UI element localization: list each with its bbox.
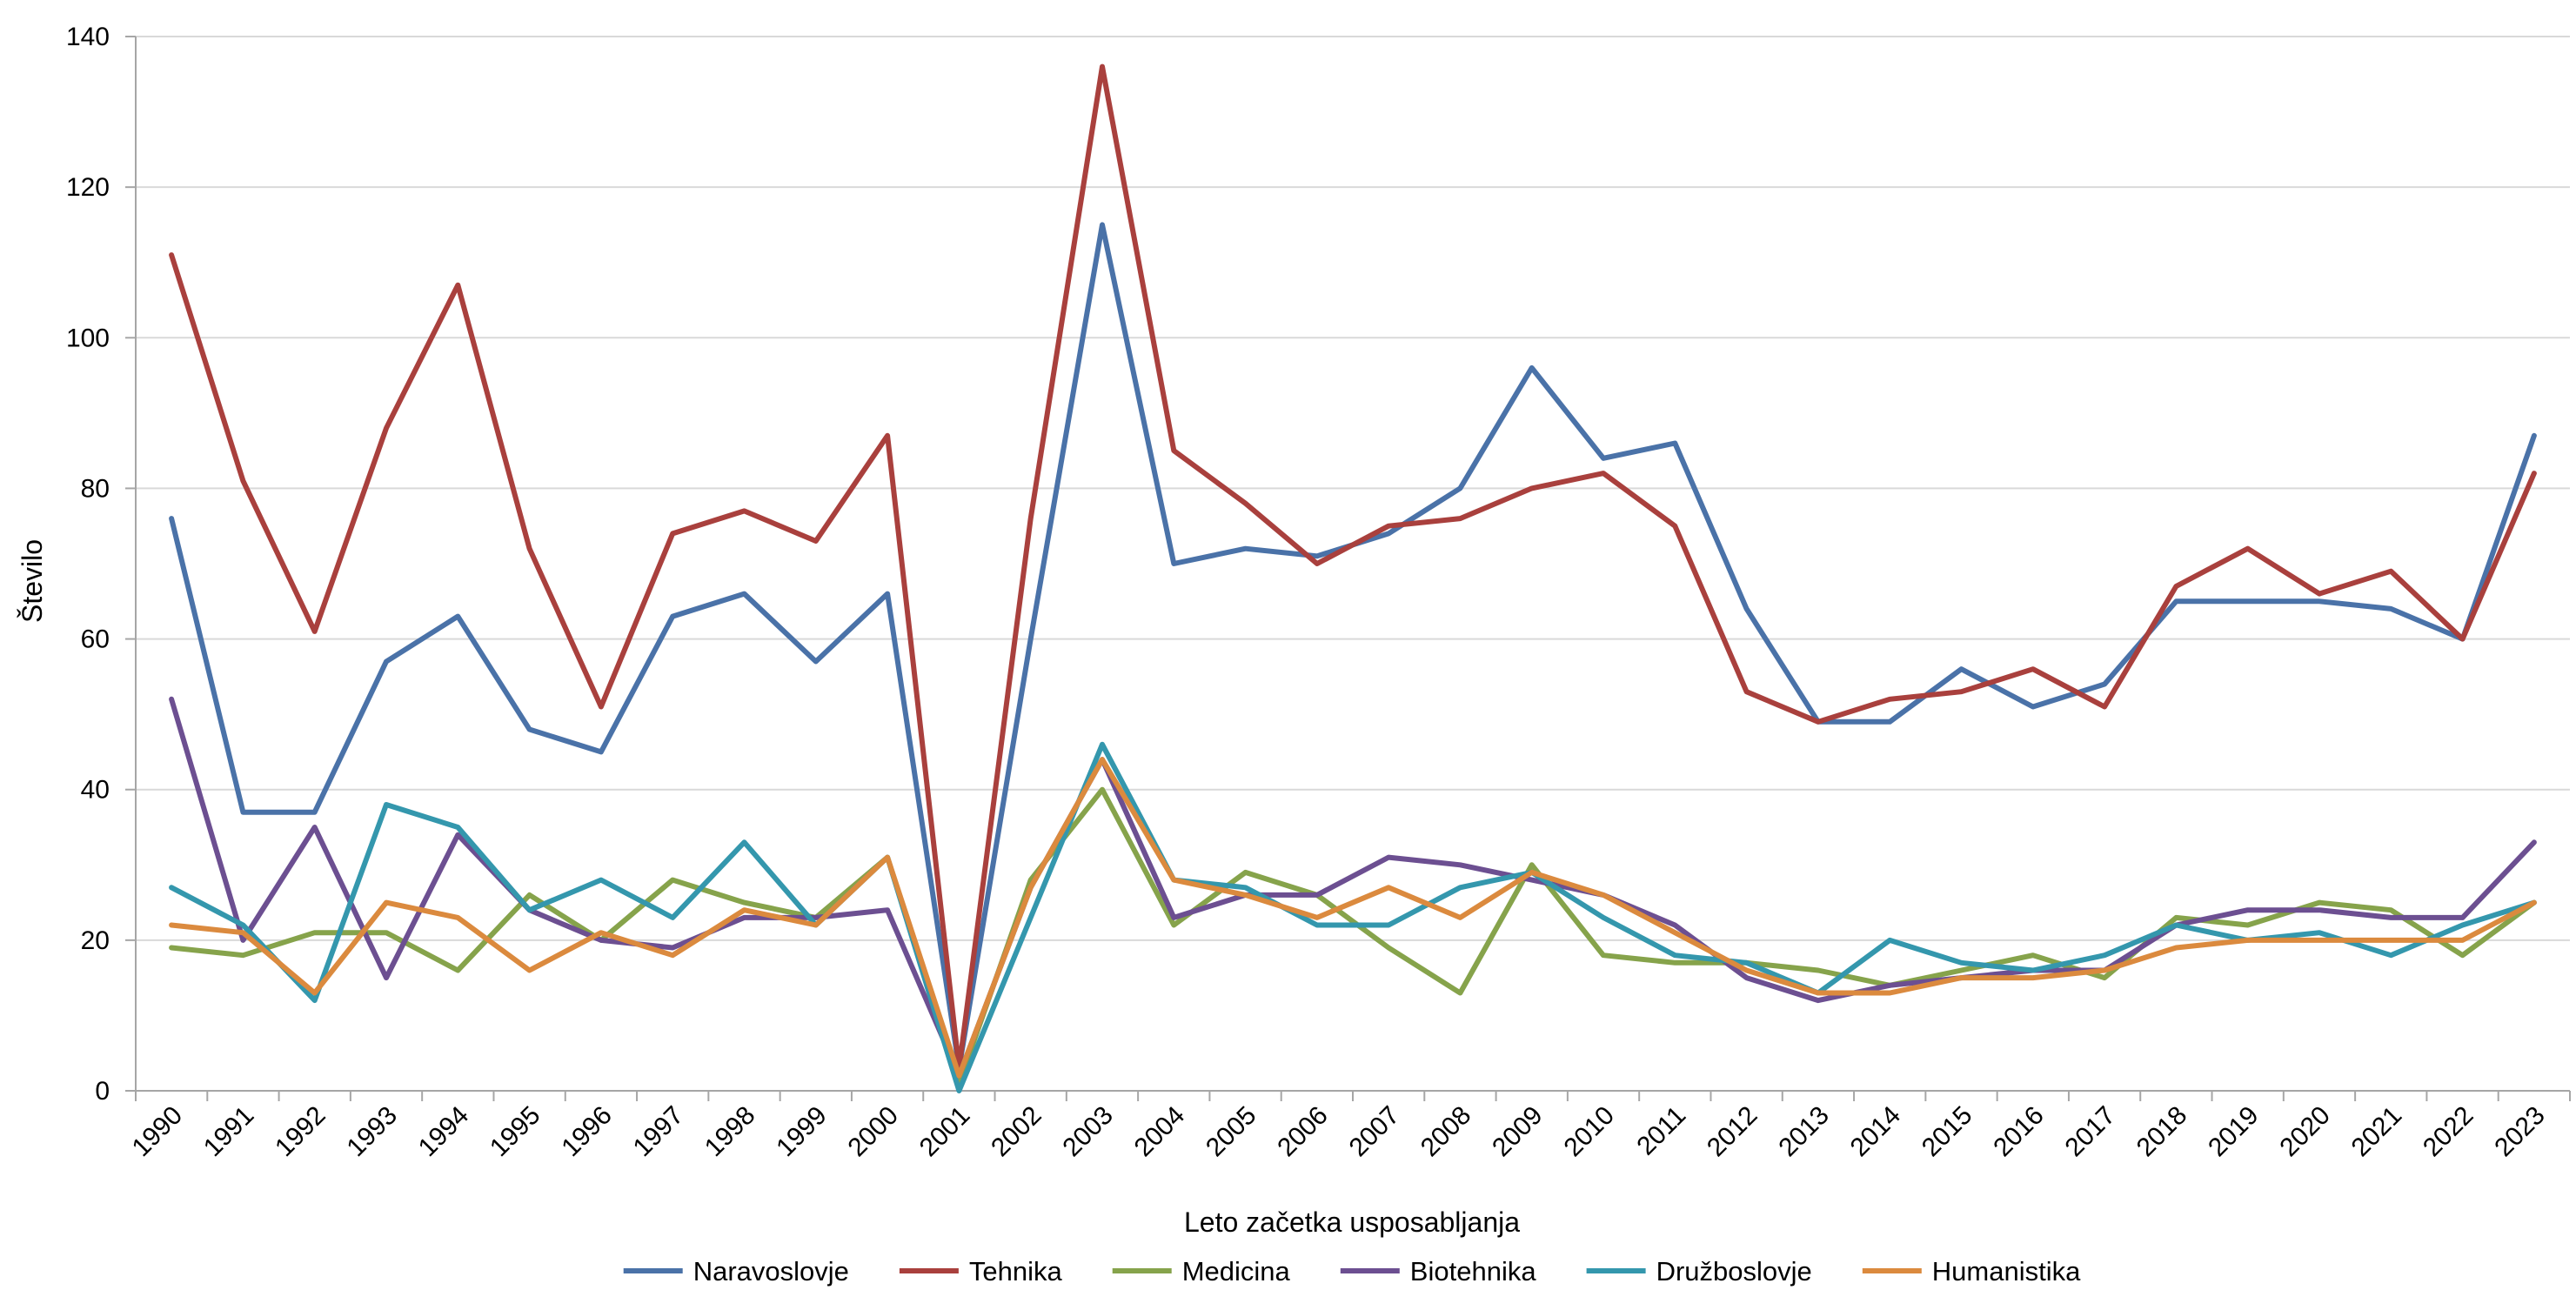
x-tick-label: 2009 (1487, 1101, 1549, 1163)
y-tick-label: 120 (66, 173, 110, 202)
x-tick-label: 1997 (628, 1101, 690, 1163)
y-axis-title: Število (17, 539, 48, 623)
legend-label: Tehnika (969, 1256, 1063, 1287)
y-tick-label: 20 (81, 926, 110, 955)
x-tick-label: 2001 (914, 1101, 976, 1163)
x-tick-label: 2005 (1201, 1101, 1262, 1163)
x-tick-label: 1994 (413, 1101, 475, 1163)
legend-label: Humanistika (1932, 1256, 2081, 1287)
x-tick-label: 2017 (2060, 1101, 2122, 1163)
x-tick-label: 1993 (341, 1101, 403, 1163)
gridlines (136, 36, 2570, 941)
legend-label: Biotehnika (1410, 1256, 1537, 1287)
x-tick-label: 2008 (1415, 1101, 1477, 1163)
x-tick-label: 1992 (270, 1101, 331, 1163)
x-tick-label: 1996 (556, 1101, 618, 1163)
legend-label: Medicina (1182, 1256, 1291, 1287)
x-tick-label: 2000 (843, 1101, 905, 1163)
y-tick-label: 0 (95, 1077, 110, 1106)
y-tick-label: 100 (66, 324, 110, 352)
x-tick-label: 1990 (127, 1101, 189, 1163)
series-line-humanistika (169, 757, 2537, 1079)
legend-label: Družboslovje (1656, 1256, 1812, 1287)
x-tick-label: 1998 (699, 1101, 761, 1163)
y-tick-label: 140 (66, 23, 110, 51)
series-line-druzboslovje (169, 741, 2537, 1093)
x-tick-label: 1991 (198, 1101, 260, 1163)
x-tick-label: 2019 (2203, 1101, 2265, 1163)
x-tick-label: 2002 (986, 1101, 1047, 1163)
axes (125, 36, 2571, 1101)
x-tick-label: 2015 (1917, 1101, 1978, 1163)
x-tick-label: 1999 (771, 1101, 833, 1163)
x-tick-label: 2004 (1129, 1101, 1191, 1163)
x-tick-label: 2006 (1272, 1101, 1334, 1163)
series-line-biotehnika (169, 696, 2537, 1079)
y-tick-label: 60 (81, 625, 110, 654)
x-tick-label: 2011 (1631, 1101, 1691, 1161)
legend-item-tehnika: Tehnika (899, 1256, 1063, 1287)
x-tick-labels: 1990 1991 1992 1993 1994 1995 1996 1997 1998 1999… (127, 1101, 2551, 1163)
x-tick-label: 2022 (2418, 1101, 2479, 1163)
x-tick-label: 2012 (1702, 1101, 1763, 1163)
legend-item-druzboslovje: Družboslovje (1586, 1256, 1812, 1287)
y-tick-label: 80 (81, 474, 110, 503)
x-tick-label: 1995 (485, 1101, 546, 1163)
series-line-naravoslovje (169, 222, 2537, 1071)
x-tick-label: 2003 (1057, 1101, 1119, 1163)
legend: Naravoslovje Tehnika Medicina Biotehnika Dru… (623, 1256, 2081, 1287)
legend-item-medicina: Medicina (1112, 1256, 1291, 1287)
x-tick-label: 2014 (1845, 1101, 1907, 1163)
legend-label: Naravoslovje (693, 1256, 849, 1287)
x-tick-label: 2021 (2346, 1101, 2408, 1163)
series-line-medicina (169, 786, 2537, 1086)
x-tick-label: 2010 (1558, 1101, 1620, 1163)
x-tick-label: 2018 (2131, 1101, 2193, 1163)
x-axis-title: Leto začetka usposabljanja (1184, 1206, 1520, 1238)
x-tick-label: 2020 (2274, 1101, 2336, 1163)
x-tick-label: 2023 (2489, 1101, 2551, 1163)
legend-item-naravoslovje: Naravoslovje (623, 1256, 849, 1287)
x-tick-label: 2013 (1773, 1101, 1835, 1163)
x-tick-label: 2007 (1344, 1101, 1406, 1163)
series-line-tehnika (169, 63, 2537, 1071)
x-tick-label: 2016 (1988, 1101, 2050, 1163)
series-lines (169, 63, 2537, 1093)
legend-item-biotehnika: Biotehnika (1340, 1256, 1537, 1287)
y-tick-labels: 0 20 40 60 80 100 120 140 (66, 23, 110, 1106)
legend-item-humanistika: Humanistika (1862, 1256, 2081, 1287)
y-tick-label: 40 (81, 776, 110, 805)
